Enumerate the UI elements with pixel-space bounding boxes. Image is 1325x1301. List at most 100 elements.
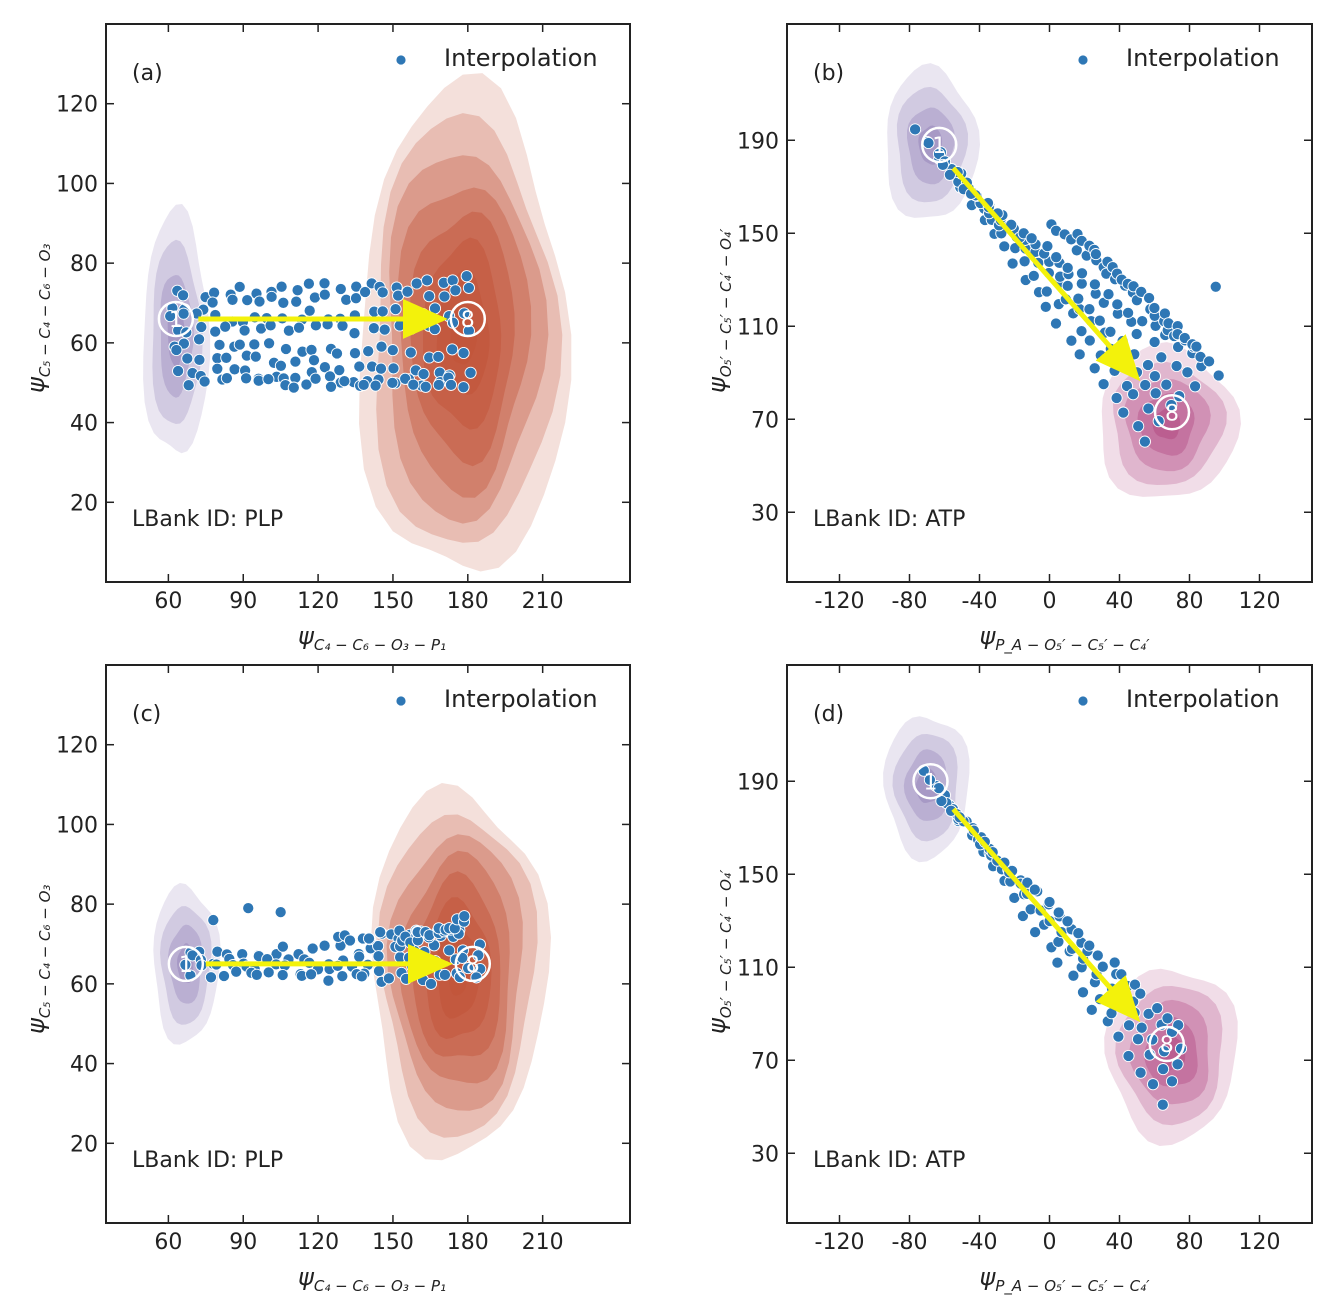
interpolation-point — [1089, 248, 1102, 261]
interpolation-point — [943, 168, 956, 181]
interpolation-point — [211, 362, 224, 375]
interpolation-point — [1142, 1007, 1155, 1020]
interpolation-point — [1165, 398, 1178, 412]
interpolation-point — [349, 292, 363, 305]
interpolation-point — [318, 277, 331, 290]
start-marker — [912, 763, 949, 800]
interpolation-point — [220, 372, 233, 385]
y-axis-label-sub: O₅′ − C₅′ − C₄′ − O₄′ — [717, 869, 735, 1018]
x-axis-label-main: ψ — [980, 622, 997, 650]
interpolation-point — [399, 372, 412, 385]
interpolation-point — [1149, 387, 1162, 400]
y-tick-label: 100 — [56, 813, 98, 838]
y-tick-label: 60 — [70, 973, 98, 998]
interpolation-point — [464, 366, 477, 379]
interpolation-point — [307, 354, 321, 367]
interpolation-point — [1083, 939, 1096, 952]
interpolation-point — [276, 968, 289, 982]
interpolation-point — [1111, 298, 1124, 311]
interpolation-point — [241, 294, 254, 307]
interpolation-point — [1076, 986, 1090, 999]
x-tick-label: 120 — [297, 1230, 339, 1255]
y-axis-label: ψO₅′ − C₅′ − C₄′ − O₄′ — [703, 869, 735, 1034]
interpolation-point — [177, 289, 190, 302]
interpolation-point — [1093, 314, 1106, 327]
interpolation-point — [1072, 292, 1085, 305]
interpolation-point — [1132, 420, 1145, 433]
plot-area: 18 — [883, 716, 1238, 1146]
x-tick-label: 40 — [1106, 1230, 1134, 1255]
interpolation-point — [1065, 334, 1078, 347]
interpolation-point — [1075, 267, 1089, 280]
interpolation-point — [404, 346, 417, 359]
y-tick-label: 60 — [70, 332, 98, 357]
x-axis-label-sub: P_A − O₅′ − C₅′ − C₄′ — [995, 636, 1150, 655]
interpolation-point — [172, 364, 185, 378]
interpolation-point — [242, 902, 255, 915]
y-axis-label-sub: O₅′ − C₅′ − C₄′ − O₄′ — [717, 228, 735, 377]
interpolation-point — [1161, 1012, 1174, 1025]
interpolation-point — [376, 286, 389, 299]
x-tick-label: 90 — [229, 1230, 257, 1255]
interpolation-point — [318, 361, 331, 374]
interpolation-point — [318, 939, 331, 952]
interpolation-point — [1148, 370, 1161, 383]
interpolation-point — [275, 280, 288, 293]
lbank-id-label: LBank ID: PLP — [132, 1148, 283, 1173]
start-label: 1 — [179, 953, 193, 978]
y-axis-label-main: ψ — [22, 1017, 50, 1034]
y-axis-label: ψO₅′ − C₅′ − C₄′ − O₄′ — [703, 228, 735, 393]
start-label: 1 — [924, 770, 938, 795]
interpolation-point — [1157, 1063, 1170, 1076]
interpolation-point — [1027, 269, 1040, 282]
interpolation-point — [308, 291, 321, 304]
interpolation-point — [374, 362, 388, 375]
interpolation-point — [1122, 306, 1135, 319]
interpolation-point — [204, 971, 218, 984]
interpolation-point — [233, 280, 246, 293]
interpolation-point — [1158, 1045, 1171, 1058]
y-tick-label: 40 — [70, 1053, 98, 1078]
interpolation-point — [1061, 915, 1074, 928]
interpolation-point — [428, 302, 442, 315]
interpolation-point — [1155, 351, 1168, 364]
trajectory-arrow — [951, 166, 1141, 382]
interpolation-point — [334, 282, 347, 296]
y-axis-label: ψC₅ − C₄ − C₆ − O₃ — [22, 885, 54, 1034]
interpolation-point — [1116, 334, 1129, 348]
interpolation-point — [432, 378, 445, 391]
interpolation-point — [1006, 257, 1019, 270]
interpolation-point — [348, 347, 362, 360]
interpolation-point — [1160, 378, 1173, 391]
end-marker — [454, 945, 492, 983]
interpolation-point — [472, 949, 485, 962]
interpolation-point — [457, 346, 470, 360]
y-axis-label-main: ψ — [703, 376, 731, 393]
interpolation-point — [1093, 993, 1107, 1006]
x-tick-label: 40 — [1106, 589, 1134, 614]
interpolation-point — [305, 968, 318, 981]
interpolation-point — [1131, 1033, 1145, 1046]
interpolation-point — [1209, 280, 1222, 293]
interpolation-point — [206, 296, 219, 309]
interpolation-point — [438, 968, 451, 981]
interpolation-point — [179, 958, 192, 971]
interpolation-point — [458, 910, 471, 923]
x-tick-label: -120 — [815, 1230, 865, 1255]
y-tick-label: 150 — [737, 222, 779, 247]
interpolation-point — [263, 337, 276, 350]
interpolation-point — [306, 942, 319, 955]
interpolation-point — [1039, 300, 1052, 313]
legend-label: Interpolation — [444, 44, 598, 72]
interpolation-point — [1091, 949, 1104, 962]
interpolation-point — [401, 285, 414, 298]
interpolation-point — [1052, 906, 1065, 919]
interpolation-point — [291, 284, 304, 297]
interpolation-point — [932, 782, 945, 795]
interpolation-point — [217, 969, 231, 983]
x-tick-label: 60 — [154, 589, 182, 614]
end-marker — [449, 300, 487, 338]
interpolation-point — [1181, 366, 1194, 379]
